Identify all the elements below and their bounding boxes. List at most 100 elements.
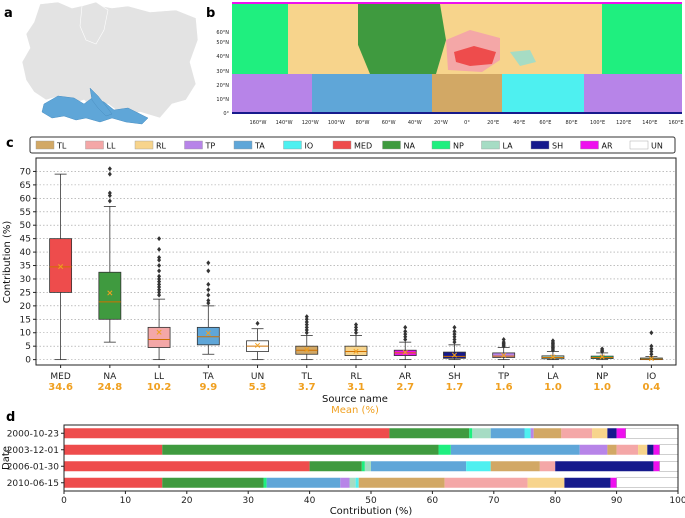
lon-tick: 100°E (590, 120, 605, 126)
mean-marker (304, 347, 310, 353)
box-un (246, 320, 269, 361)
region-rl-americas (288, 4, 358, 74)
bar-segment-tl (490, 461, 540, 472)
x-tick-label: 90 (611, 496, 623, 506)
legend-label: NP (453, 142, 464, 151)
bar-segment-ll (616, 444, 639, 455)
stacked-bar-x-label: Contribution (%) (330, 506, 413, 517)
stacked-bar-row (64, 428, 679, 439)
source-region-map: 60°N 50°N 40°N 30°N 20°N 10°N 0° 160°W 14… (216, 2, 684, 126)
outlier-point (206, 260, 211, 266)
y-tick-label: 10 (20, 329, 32, 339)
legend-swatch (580, 140, 599, 150)
y-tick-label: 25 (20, 288, 31, 298)
legend-label: TL (56, 142, 67, 151)
y-tick-label: 55 (20, 208, 31, 218)
outlier-point (403, 324, 408, 330)
date-label: 2000-10-23 (7, 429, 59, 439)
stacked-bar-row (64, 477, 679, 488)
legend-label: LA (503, 142, 514, 151)
y-tick-label: 20 (20, 302, 32, 312)
mean-marker (648, 355, 654, 362)
outlier-point (550, 338, 555, 344)
x-tick-label: IO (647, 372, 657, 382)
outlier-point (157, 287, 162, 293)
outlier-point (157, 254, 162, 260)
legend-item-med: MED (332, 140, 372, 151)
bar-segment-na (309, 461, 362, 472)
outlier-point (157, 268, 162, 274)
box-la (541, 338, 565, 361)
mean-value-label: 0.4 (643, 382, 661, 393)
outlier-point (452, 331, 457, 337)
box-iqr (147, 326, 171, 348)
box-med (49, 173, 73, 361)
region-ar (232, 2, 682, 4)
outlier-point (452, 336, 457, 342)
box-ar (393, 324, 417, 361)
bar-segment-sh (607, 428, 617, 439)
legend-label: RL (156, 142, 167, 151)
region-sh (232, 112, 682, 114)
outlier-point (304, 314, 309, 320)
outlier-point (600, 346, 605, 352)
bar-segment-tl (533, 428, 562, 439)
bar-segment-na (389, 428, 470, 439)
legend-label: UN (651, 142, 663, 151)
outlier-point (501, 339, 506, 345)
outlier-point (107, 171, 112, 177)
mean-marker (451, 352, 458, 358)
mean-value-label: 3.7 (298, 382, 316, 393)
x-tick-label: SH (448, 372, 460, 382)
bar-segment-tl (358, 477, 445, 488)
lat-tick: 0° (223, 111, 229, 117)
legend-swatch (134, 140, 154, 150)
bar-segment-med (64, 444, 163, 455)
outlier-point (452, 324, 457, 330)
lon-tick: 140°E (642, 120, 657, 126)
bar-segment-io (524, 428, 531, 439)
bar-segment-ll (444, 477, 528, 488)
bar-segment-ll (539, 461, 556, 472)
box-rl (344, 322, 368, 361)
outlier-point (157, 263, 162, 269)
outlier-point (206, 292, 211, 298)
bar-segment-np (361, 461, 365, 472)
outlier-point (157, 279, 162, 285)
legend-label: SH (552, 142, 563, 151)
legend-label: TP (205, 142, 216, 151)
outlier-point (157, 246, 162, 252)
legend-item-ll: LL (85, 140, 116, 151)
boxplot-mean-label: Mean (%) (331, 405, 379, 416)
europe-map (21, 1, 199, 125)
region-na (356, 4, 446, 74)
outlier-point (304, 322, 309, 328)
panel-letter-c: c (6, 136, 14, 151)
region-med (454, 46, 496, 66)
legend-item-na: NA (382, 140, 415, 151)
legend-item-tl: TL (35, 140, 67, 151)
legend-label: AR (602, 142, 613, 151)
lon-tick: 40°E (513, 120, 525, 126)
outlier-point (157, 292, 162, 298)
legend-label: LL (107, 142, 116, 151)
region-tl (432, 74, 502, 112)
outlier-point (107, 166, 112, 172)
outlier-point (157, 276, 162, 282)
x-tick-label: LL (154, 372, 164, 382)
legend-item-rl: RL (134, 140, 167, 151)
outlier-point (649, 346, 654, 352)
lat-tick: 10°N (216, 97, 229, 103)
legend-swatch (184, 140, 203, 150)
lat-tick: 50°N (216, 40, 229, 46)
lon-tick: 0° (464, 120, 470, 126)
legend-swatch (530, 140, 550, 150)
legend-swatch (629, 140, 649, 150)
legend-swatch (431, 140, 451, 150)
lon-tick: 80°E (565, 120, 577, 126)
bar-segment-la (364, 461, 371, 472)
outlier-point (157, 257, 162, 263)
region-np-west (232, 4, 288, 74)
x-tick-label: AR (399, 372, 411, 382)
